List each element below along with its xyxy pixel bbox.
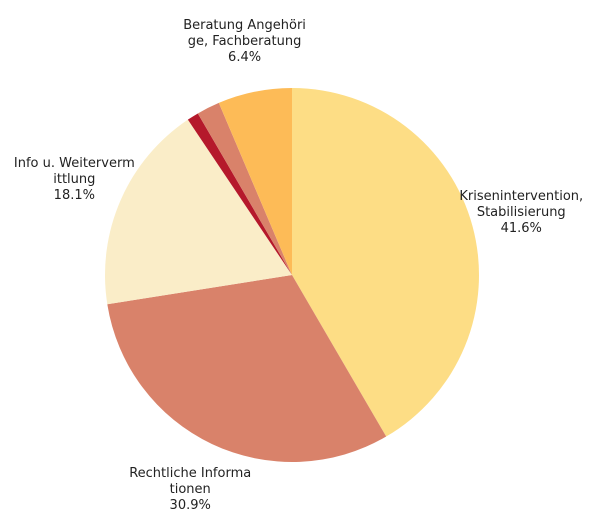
category-label: Krisenintervention, Stabilisierung	[459, 189, 584, 221]
pie-slice	[104, 119, 292, 305]
slice-label: Rechtliche Informationen 30.9%	[128, 466, 252, 514]
slice-label: Krisenintervention, Stabilisierung 41.6%	[459, 189, 583, 237]
pie-slice	[187, 113, 292, 275]
slice-label: Info u. Weitervermittlung 18.1%	[12, 156, 136, 204]
value-label: 30.9%	[169, 497, 211, 513]
slice-label: Beratung Angehörige, Fachberatung 6.4%	[183, 18, 307, 66]
value-label: 6.4%	[228, 50, 262, 66]
category-label: Beratung Angehörige, Fachberatung	[183, 18, 306, 50]
category-label: Info u. Weitervermittlung	[13, 155, 135, 187]
value-label: 41.6%	[500, 221, 542, 237]
value-label: 18.1%	[53, 187, 95, 203]
pie-slice	[218, 88, 292, 275]
category-label: Rechtliche Informationen	[129, 465, 252, 497]
pie-slice	[197, 102, 292, 275]
pie-slice	[292, 88, 480, 437]
pie-slice	[107, 275, 387, 463]
